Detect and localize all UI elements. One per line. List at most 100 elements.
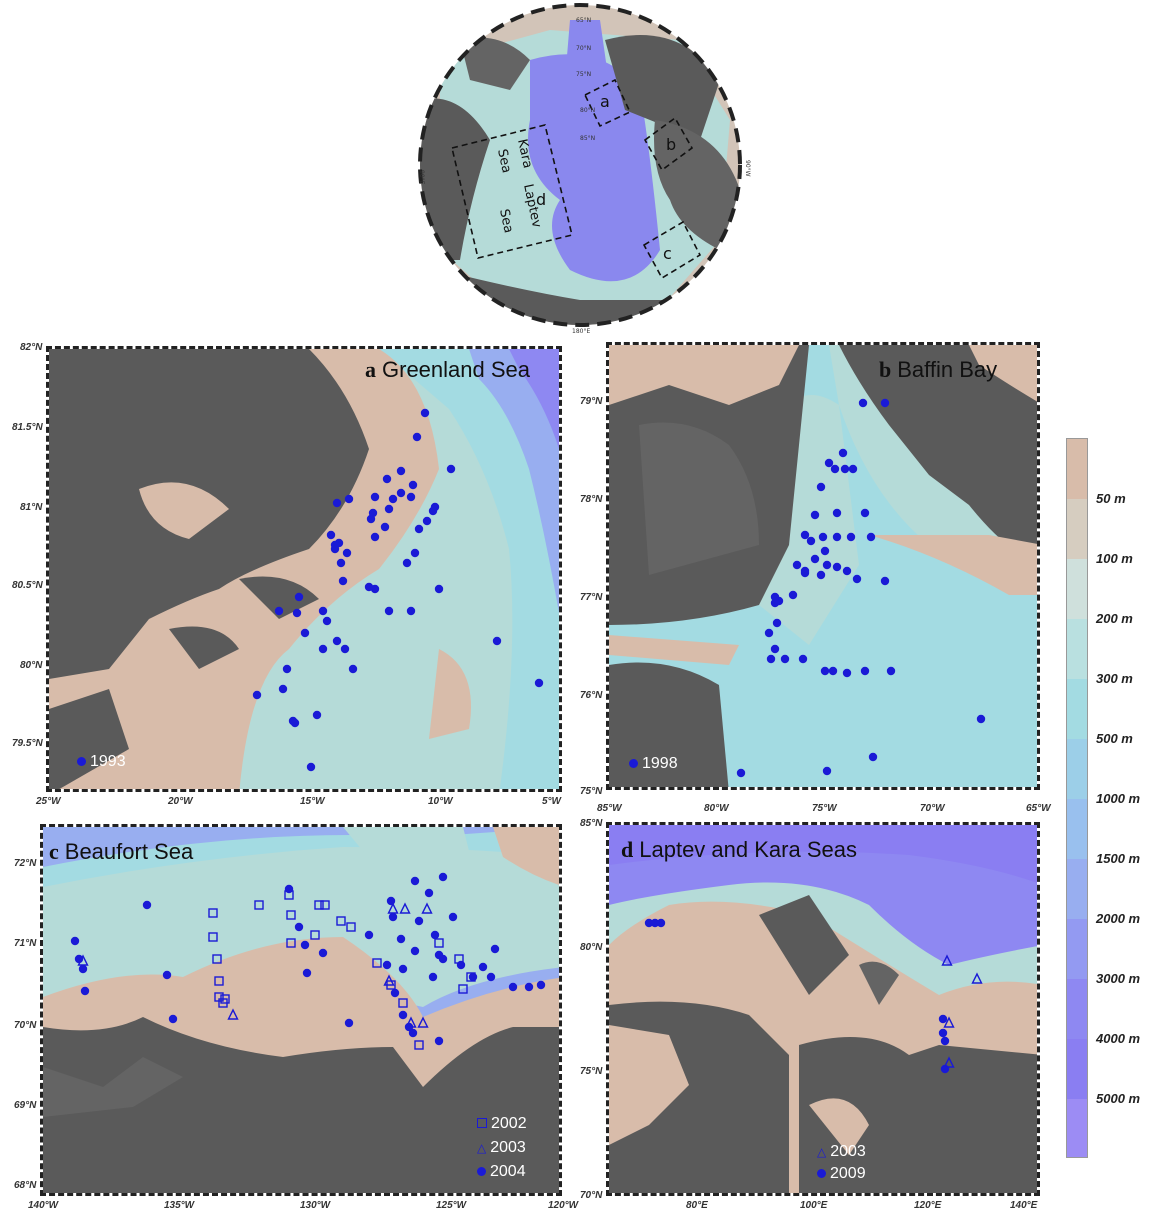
station-circle-marker xyxy=(412,432,422,442)
globe-label-a: a xyxy=(600,92,610,111)
station-circle-marker xyxy=(840,464,850,474)
station-square-marker xyxy=(208,932,218,942)
panel-a-title: a Greenland Sea xyxy=(365,357,530,382)
station-circle-marker xyxy=(806,536,816,546)
station-circle-marker xyxy=(406,492,416,502)
globe-label-d: d xyxy=(536,190,546,209)
depth-label: 3000 m xyxy=(1096,971,1141,986)
depth-label: 4000 m xyxy=(1096,1031,1141,1046)
panel-c-beaufort-sea: c Beaufort Sea 2002 △ 2003 2004 xyxy=(40,824,562,1196)
station-circle-marker xyxy=(830,464,840,474)
y-tick: 85°N xyxy=(580,818,603,829)
station-circle-marker xyxy=(398,964,408,974)
station-circle-marker xyxy=(824,458,834,468)
station-circle-marker xyxy=(820,666,830,676)
depth-label: 100 m xyxy=(1096,551,1133,566)
colorbar-segment xyxy=(1067,619,1087,680)
colorbar-segment xyxy=(1067,559,1087,620)
station-circle-marker xyxy=(278,684,288,694)
x-tick: 10°W xyxy=(428,796,453,807)
station-circle-marker xyxy=(252,690,262,700)
station-circle-marker xyxy=(478,962,488,972)
station-circle-marker xyxy=(644,918,654,928)
station-circle-marker xyxy=(938,1014,948,1024)
colorbar-segment xyxy=(1067,739,1087,800)
station-circle-marker xyxy=(340,644,350,654)
station-circle-marker xyxy=(860,666,870,676)
x-tick: 15°W xyxy=(300,796,325,807)
station-circle-marker xyxy=(820,546,830,556)
station-triangle-marker xyxy=(421,902,433,914)
station-circle-marker xyxy=(364,582,374,592)
station-circle-marker xyxy=(396,466,406,476)
y-tick: 70°N xyxy=(14,1020,37,1031)
station-circle-marker xyxy=(736,768,746,778)
station-circle-marker xyxy=(976,714,986,724)
panel-d-legend-2009: 2009 xyxy=(817,1165,866,1183)
legend-triangle-icon: △ xyxy=(817,1145,827,1159)
station-circle-marker xyxy=(764,628,774,638)
x-tick: 130°W xyxy=(300,1200,331,1211)
y-tick: 78°N xyxy=(580,494,603,505)
station-square-marker xyxy=(414,1040,424,1050)
panel-d-map xyxy=(609,825,1037,1193)
station-circle-marker xyxy=(414,524,424,534)
station-circle-marker xyxy=(274,606,284,616)
globe-label-b: b xyxy=(666,135,676,154)
station-circle-marker xyxy=(396,934,406,944)
x-tick: 70°W xyxy=(920,803,945,814)
lon-label: 180°E xyxy=(572,328,590,335)
x-tick: 120°W xyxy=(548,1200,579,1211)
station-circle-marker xyxy=(294,592,304,602)
station-circle-marker xyxy=(524,982,534,992)
station-circle-marker xyxy=(142,900,152,910)
station-circle-marker xyxy=(868,752,878,762)
station-circle-marker xyxy=(490,944,500,954)
colorbar-segment xyxy=(1067,919,1087,980)
legend-triangle-icon: △ xyxy=(477,1141,487,1155)
station-square-marker xyxy=(336,916,346,926)
station-circle-marker xyxy=(282,664,292,674)
y-tick: 75°N xyxy=(580,786,603,797)
station-square-marker xyxy=(220,994,230,1004)
panel-a-map xyxy=(49,349,559,789)
panel-c-legend-2002: 2002 xyxy=(477,1115,527,1133)
y-tick: 71°N xyxy=(14,938,37,949)
station-square-marker xyxy=(286,910,296,920)
station-circle-marker xyxy=(852,574,862,584)
station-square-marker xyxy=(314,900,324,910)
lat-label: 85°N xyxy=(580,135,595,142)
station-circle-marker xyxy=(382,474,392,484)
station-circle-marker xyxy=(402,558,412,568)
y-tick: 75°N xyxy=(580,1066,603,1077)
station-circle-marker xyxy=(294,922,304,932)
x-tick: 80°W xyxy=(704,803,729,814)
x-tick: 85°W xyxy=(597,803,622,814)
panel-b-legend-1998: 1998 xyxy=(629,755,678,773)
station-circle-marker xyxy=(398,1010,408,1020)
y-tick: 80.5°N xyxy=(12,580,43,591)
globe-label-c: c xyxy=(663,244,672,263)
station-circle-marker xyxy=(306,762,316,772)
station-circle-marker xyxy=(886,666,896,676)
station-circle-marker xyxy=(810,510,820,520)
station-square-marker xyxy=(212,954,222,964)
station-circle-marker xyxy=(388,494,398,504)
colorbar-segment xyxy=(1067,1039,1087,1100)
station-circle-marker xyxy=(370,532,380,542)
station-circle-marker xyxy=(832,562,842,572)
station-circle-marker xyxy=(800,530,810,540)
station-circle-marker xyxy=(818,532,828,542)
panel-b-map xyxy=(609,345,1037,787)
station-circle-marker xyxy=(448,912,458,922)
station-circle-marker xyxy=(940,1036,950,1046)
station-circle-marker xyxy=(508,982,518,992)
station-circle-marker xyxy=(336,558,346,568)
depth-label: 500 m xyxy=(1096,731,1133,746)
x-tick: 20°W xyxy=(168,796,193,807)
station-square-marker xyxy=(286,938,296,948)
colorbar-segment xyxy=(1067,439,1087,500)
station-circle-marker xyxy=(404,1022,414,1032)
station-circle-marker xyxy=(858,398,868,408)
station-circle-marker xyxy=(822,560,832,570)
